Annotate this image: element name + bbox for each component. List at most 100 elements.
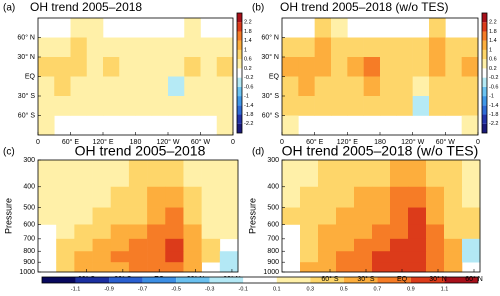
panel-title: OH trend 2005–2018 [30,0,142,14]
y-tick-label: 60° S [18,111,36,119]
cell [426,224,445,240]
colorbar-swatch [109,277,143,283]
colorbar-swatch [237,96,242,106]
cell [354,251,373,263]
cell [103,76,120,97]
colorbar-label: -1 [244,94,249,100]
colorbar-swatch [482,40,487,50]
colorbar-swatch [237,123,242,133]
colorbar-swatch [482,123,487,133]
cell [200,37,218,58]
cell [110,207,130,225]
colorbar-swatch [444,277,478,283]
cell [282,115,299,136]
cell [347,57,364,77]
cell [56,224,75,240]
x-tick-label: 60° E [306,138,324,146]
cell [92,207,112,225]
cell [92,186,112,208]
cell [331,76,348,97]
cell [314,76,332,97]
cell [110,262,130,273]
cell [151,96,169,116]
y-tick-label: 30° N [17,53,35,61]
cell [429,37,446,58]
colorbar-swatch [237,31,242,41]
cell [92,160,112,188]
cell [128,224,148,240]
cell [298,57,315,77]
cell [318,207,337,225]
panel-label: (c) [3,147,15,158]
cell [74,251,93,263]
y-tick-label: 700 [267,236,279,243]
cell [128,238,148,252]
cell [380,96,397,116]
cell [219,251,239,263]
cell [216,37,234,58]
colorbar-swatch [209,277,244,283]
cell [347,76,364,97]
y-tick-label: 300 [23,157,35,164]
cell [201,186,221,208]
cell [184,57,201,77]
colorbar-label: 1.8 [244,29,252,35]
cell [86,37,104,58]
colorbar-swatch [237,114,242,124]
cell [74,262,93,273]
cell [300,186,319,208]
colorbar-swatch [237,68,242,78]
y-tick-label: 60° S [262,111,280,119]
cell [408,186,427,208]
cell [219,224,239,240]
colorbar-swatch [482,22,487,32]
cell [426,251,445,263]
cell [135,57,153,77]
cell [38,76,55,97]
cell [347,96,364,116]
cell [201,224,221,240]
y-axis-label: Pressure [247,198,257,234]
cell [372,262,391,273]
cell [318,224,337,240]
cell [165,186,184,208]
cell [444,262,463,273]
cell [429,96,446,116]
x-tick-label: 30° S [357,275,375,283]
cell [201,238,221,252]
y-tick-label: 600 [267,221,279,228]
cell [336,224,355,240]
cell [298,37,315,58]
cell [165,251,184,263]
cell [300,207,319,225]
cell [396,76,413,97]
cell [314,18,332,38]
cell [462,238,481,252]
cell [168,76,185,97]
cell [363,76,381,97]
cell [372,251,391,263]
cell [363,37,381,58]
x-tick-label: EQ [397,276,408,283]
colorbar-label: -1.8 [489,112,498,118]
cell [372,224,391,240]
colorbar-label: 0.9 [407,286,415,292]
cell [147,207,166,225]
cell [396,57,413,77]
cell [110,224,130,240]
y-tick-label: 60° N [17,33,35,41]
panel-label: (a) [3,3,15,14]
colorbar-frame [236,12,243,134]
cell [318,186,337,208]
cell [168,96,185,116]
cell [336,251,355,263]
cell [184,76,201,97]
cell [38,37,55,58]
x-tick-label: 180 [130,139,142,146]
cell [298,96,315,116]
cell [318,262,337,273]
cell [331,96,348,116]
colorbar-label: 1.1 [441,286,449,292]
cell [184,18,201,38]
cell [372,238,391,252]
